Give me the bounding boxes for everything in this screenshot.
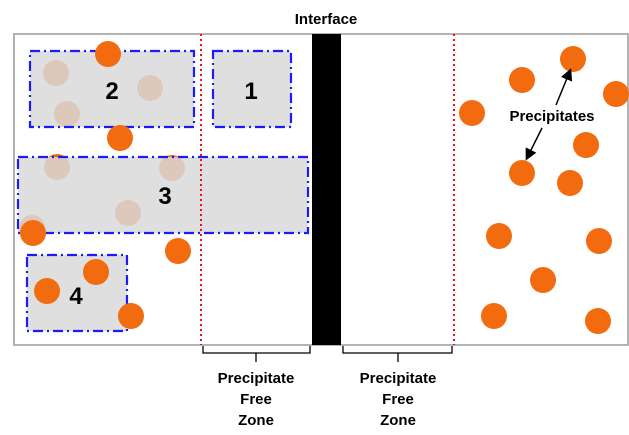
box-number-3: 3 — [158, 183, 171, 210]
interface-bar — [312, 34, 341, 345]
pfz-left-line-2: Free — [240, 391, 272, 408]
precipitate-particle — [83, 259, 109, 285]
precipitate-particle — [459, 100, 485, 126]
precipitate-particle — [560, 46, 586, 72]
precipitate-particle — [573, 132, 599, 158]
precipitate-particle — [95, 41, 121, 67]
pfz-bracket-right — [342, 346, 453, 362]
precipitate-particle — [118, 303, 144, 329]
precipitate-particle — [530, 267, 556, 293]
box-number-4: 4 — [69, 283, 83, 310]
precipitates-right-group — [459, 46, 629, 334]
pfz-left-line-1: Precipitate — [218, 370, 295, 387]
precipitate-particle — [34, 278, 60, 304]
pfz-label-right: Precipitate Free Zone — [360, 370, 437, 429]
precipitate-particle — [486, 223, 512, 249]
analysis-box-1 — [211, 49, 293, 129]
interface-title: Interface — [295, 11, 358, 28]
precipitate-particle — [509, 67, 535, 93]
precipitate-particle — [481, 303, 507, 329]
pfz-right-line-1: Precipitate — [360, 370, 437, 387]
precipitate-particle — [586, 228, 612, 254]
box-number-2: 2 — [105, 78, 118, 105]
precipitates-arrow-up — [555, 68, 573, 106]
analysis-boxes — [16, 49, 310, 333]
pfz-left-line-3: Zone — [238, 412, 274, 429]
pfz-bracket-left — [202, 346, 311, 362]
precipitates-label: Precipitates — [509, 108, 594, 125]
box-number-1: 1 — [244, 78, 257, 105]
pfz-right-line-3: Zone — [380, 412, 416, 429]
precipitate-particle — [165, 238, 191, 264]
precipitate-particle — [20, 220, 46, 246]
analysis-box-2 — [28, 49, 196, 129]
precipitates-top-group — [20, 41, 191, 329]
precipitate-particle — [585, 308, 611, 334]
precipitates-arrow-down — [525, 127, 543, 161]
analysis-box-3 — [16, 155, 310, 235]
pfz-label-left: Precipitate Free Zone — [218, 370, 295, 429]
precipitate-particle — [603, 81, 629, 107]
precipitate-particle — [107, 125, 133, 151]
precipitate-particle — [509, 160, 535, 186]
precipitate-particle — [557, 170, 583, 196]
pfz-right-line-2: Free — [382, 391, 414, 408]
